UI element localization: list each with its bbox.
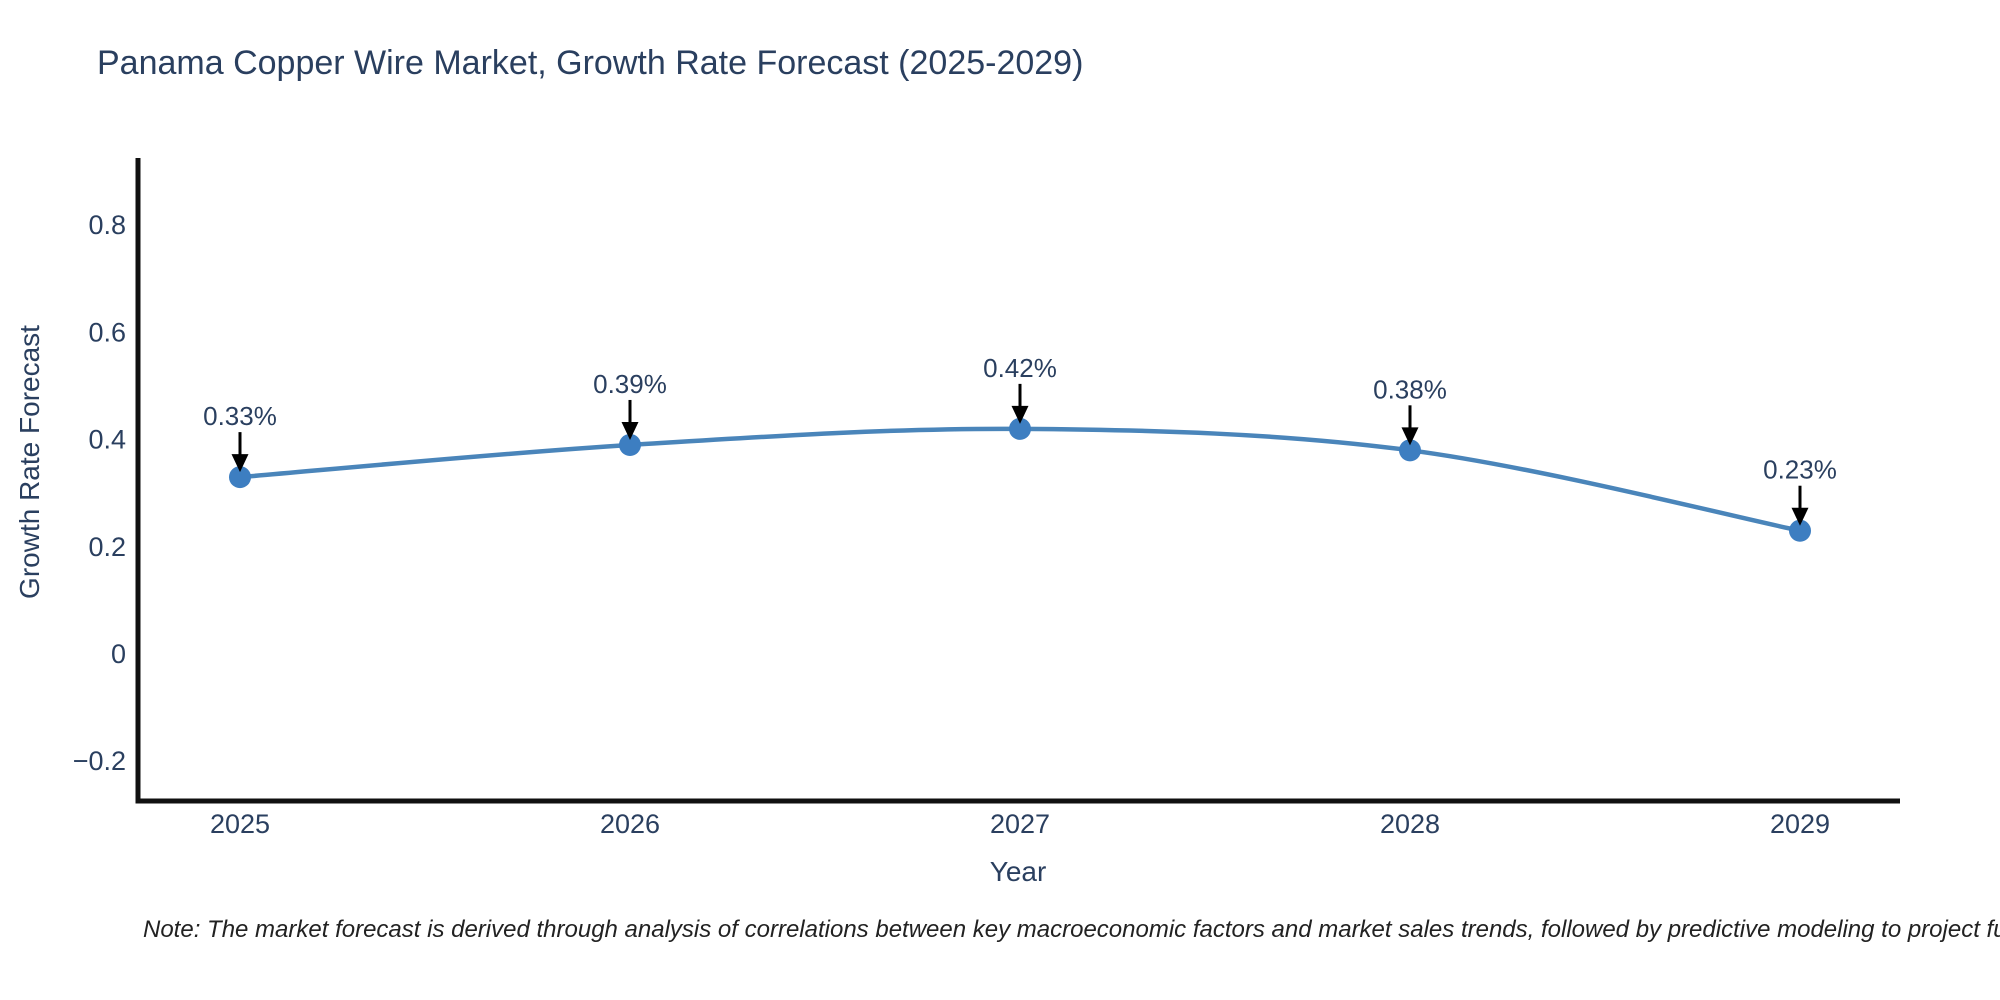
point-label: 0.38% (1373, 374, 1447, 404)
x-tick-label: 2026 (600, 809, 660, 839)
point-label: 0.42% (983, 353, 1057, 383)
y-tick-label: 0.2 (88, 532, 126, 562)
x-tick-label: 2027 (990, 809, 1050, 839)
point-label: 0.39% (593, 369, 667, 399)
forecast-line (237, 426, 1803, 533)
y-axis-title: Growth Rate Forecast (14, 325, 45, 599)
data-point-marker (1009, 417, 1031, 440)
x-axis-title: Year (989, 856, 1047, 887)
x-tick-label: 2028 (1380, 809, 1440, 839)
annotation-arrow-head (1011, 405, 1029, 424)
y-tick-label: 0.4 (88, 425, 126, 455)
data-point-marker (1399, 439, 1421, 462)
y-tick-label: −0.2 (73, 746, 126, 776)
point-label: 0.23% (1763, 455, 1837, 485)
annotation-arrow-head (621, 421, 639, 440)
y-tick-label: 0 (111, 639, 126, 669)
y-tick-label: 0.8 (88, 210, 126, 240)
point-label: 0.33% (203, 401, 277, 431)
annotation-arrow-head (231, 454, 249, 473)
annotation-arrow-head (1401, 427, 1419, 446)
chart-title: Panama Copper Wire Market, Growth Rate F… (97, 44, 1084, 82)
data-point-marker (619, 433, 641, 456)
footnote: Note: The market forecast is derived thr… (143, 916, 2000, 943)
annotation-arrow-head (1791, 507, 1809, 526)
data-point-marker (229, 466, 251, 489)
x-tick-label: 2029 (1770, 809, 1830, 839)
x-tick-label: 2025 (210, 809, 270, 839)
data-point-marker (1789, 519, 1811, 542)
y-tick-label: 0.6 (88, 317, 126, 347)
